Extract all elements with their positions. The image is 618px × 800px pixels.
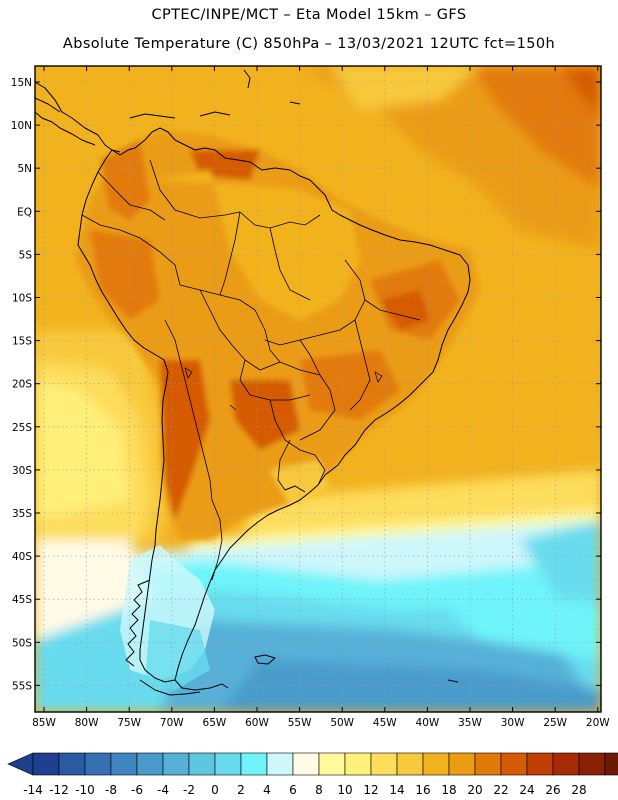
colorbar-swatch	[396, 752, 424, 776]
colorbar: -14 -12 -10 -8 -6 -4 -2 0 2 4 6 8 10 12 14 16 18 20 22 24 26…	[7, 752, 618, 797]
lat-label: 50S	[12, 637, 32, 649]
colorbar-label: 4	[263, 783, 271, 797]
lon-label: 35W	[458, 717, 482, 729]
colorbar-swatch	[110, 752, 138, 776]
colorbar-swatch	[344, 752, 372, 776]
colorbar-arrow-left	[7, 752, 34, 776]
lon-label: 45W	[373, 717, 397, 729]
lat-label: 45S	[12, 594, 32, 606]
colorbar-label: 14	[389, 783, 404, 797]
lon-label: 30W	[501, 717, 525, 729]
latitude-axis: 15N 10N 5N EQ 5S 10S 15S 20S 25S 30S 35S 40S 45S 50S 5…	[11, 77, 601, 692]
colorbar-swatch	[526, 752, 554, 776]
lat-label: EQ	[17, 206, 32, 218]
lat-label: 10N	[11, 120, 32, 132]
lat-label: 35S	[12, 508, 32, 520]
lon-label: 80W	[75, 717, 99, 729]
lat-label: 25S	[12, 422, 32, 434]
colorbar-swatch	[240, 752, 268, 776]
colorbar-label: 12	[363, 783, 378, 797]
colorbar-swatch	[370, 752, 398, 776]
colorbar-swatch	[188, 752, 216, 776]
title-line-1: CPTEC/INPE/MCT – Eta Model 15km – GFS	[151, 7, 467, 23]
colorbar-label: 6	[289, 783, 297, 797]
colorbar-swatch	[162, 752, 190, 776]
colorbar-swatch	[552, 752, 580, 776]
colorbar-label: -8	[105, 783, 117, 797]
colorbar-label: -4	[157, 783, 169, 797]
lon-label: 20W	[586, 717, 610, 729]
coastlines	[35, 69, 471, 696]
lon-label: 65W	[203, 717, 227, 729]
colorbar-swatch	[422, 752, 450, 776]
lat-label: 10S	[12, 293, 32, 305]
colorbar-swatch	[292, 752, 320, 776]
lon-label: 70W	[160, 717, 184, 729]
colorbar-label: 26	[545, 783, 560, 797]
colorbar-label: -6	[131, 783, 143, 797]
colorbar-label: 10	[337, 783, 352, 797]
lon-label: 40W	[416, 717, 440, 729]
lat-label: 20S	[12, 379, 32, 391]
colorbar-label: 18	[441, 783, 456, 797]
colorbar-label: 20	[467, 783, 482, 797]
colorbar-swatch	[448, 752, 476, 776]
lat-label: 30S	[12, 465, 32, 477]
colorbar-label: 28	[571, 783, 586, 797]
lat-label: 5S	[19, 249, 33, 261]
colorbar-swatch	[578, 752, 606, 776]
lon-label: 55W	[288, 717, 312, 729]
colorbar-label: 8	[315, 783, 323, 797]
temperature-map: 15N 10N 5N EQ 5S 10S 15S 20S 25S 30S 35S 40S 45S 50S 5…	[11, 65, 610, 729]
colorbar-label: -2	[183, 783, 195, 797]
lon-label: 25W	[543, 717, 567, 729]
colorbar-swatch	[318, 752, 346, 776]
lat-label: 5N	[17, 163, 32, 175]
map-frame	[34, 65, 602, 713]
colorbar-swatch	[266, 752, 294, 776]
lon-label: 85W	[32, 717, 56, 729]
colorbar-label: 22	[493, 783, 508, 797]
lat-label: 15N	[11, 77, 32, 89]
colorbar-swatch	[84, 752, 112, 776]
lon-label: 75W	[117, 717, 141, 729]
temperature-field	[35, 66, 601, 712]
title-line-2: Absolute Temperature (C) 850hPa – 13/03/…	[62, 36, 556, 52]
colorbar-swatch	[474, 752, 502, 776]
colorbar-swatch	[214, 752, 242, 776]
lat-label: 55S	[12, 680, 32, 692]
colorbar-label: 24	[519, 783, 534, 797]
lon-label: 50W	[330, 717, 354, 729]
colorbar-labels: -14 -12 -10 -8 -6 -4 -2 0 2 4 6 8 10 12 14 16 18 20 22 24 26…	[23, 783, 586, 797]
country-borders	[81, 159, 421, 581]
colorbar-swatch	[500, 752, 528, 776]
colorbar-label: 16	[415, 783, 430, 797]
lat-label: 40S	[12, 551, 32, 563]
lat-label: 15S	[12, 336, 32, 348]
colorbar-swatch	[604, 752, 618, 776]
longitude-axis: 85W 80W 75W 70W 65W 60W 55W 50W 45W 40W 35W 30W 25W 2…	[32, 66, 610, 729]
colorbar-label: -12	[49, 783, 69, 797]
colorbar-label: 2	[237, 783, 245, 797]
lon-label: 60W	[245, 717, 269, 729]
colorbar-swatch	[32, 752, 60, 776]
colorbar-label: 0	[211, 783, 219, 797]
colorbar-label: -10	[75, 783, 95, 797]
colorbar-swatch	[58, 752, 86, 776]
colorbar-swatch	[136, 752, 164, 776]
colorbar-swatches	[7, 752, 618, 776]
colorbar-label: -14	[23, 783, 43, 797]
